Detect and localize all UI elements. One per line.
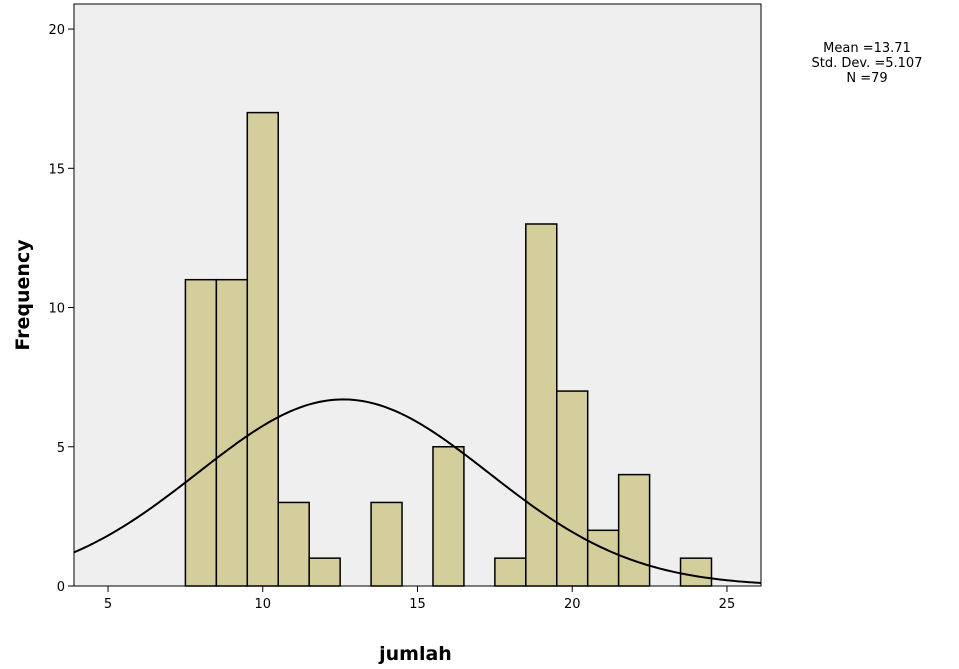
x-tick-label: 20 bbox=[564, 597, 581, 612]
histogram-bar bbox=[556, 390, 589, 587]
stat-n: N =79 bbox=[846, 71, 887, 86]
plot-area bbox=[74, 4, 761, 586]
statistics-box: Mean =13.71 Std. Dev. =5.107 N =79 bbox=[812, 41, 923, 86]
y-tick-label: 10 bbox=[48, 302, 65, 317]
stat-std-dev: Std. Dev. =5.107 bbox=[812, 56, 923, 71]
histogram-bar bbox=[679, 557, 713, 587]
x-tick-label: 25 bbox=[719, 597, 736, 612]
histogram-bar bbox=[617, 473, 651, 587]
histogram-bar bbox=[246, 111, 279, 587]
x-axis-title: jumlah bbox=[378, 643, 452, 665]
histogram-bar bbox=[370, 501, 403, 587]
histogram-bar bbox=[586, 529, 620, 587]
y-axis-title: Frequency bbox=[12, 239, 34, 351]
y-tick-label: 0 bbox=[57, 580, 65, 595]
stat-mean: Mean =13.71 bbox=[823, 41, 911, 56]
y-tick-label: 15 bbox=[48, 162, 65, 177]
histogram-bar bbox=[308, 557, 341, 587]
histogram-bar bbox=[277, 501, 310, 587]
histogram-bar bbox=[494, 557, 527, 587]
x-tick-label: 10 bbox=[254, 597, 271, 612]
y-tick-label: 5 bbox=[57, 441, 65, 456]
x-tick-label: 15 bbox=[409, 597, 426, 612]
axes-layer: 0 5 10 15 20 5 10 15 20 25 bbox=[48, 23, 735, 612]
histogram-bar bbox=[215, 278, 249, 587]
y-tick-label: 20 bbox=[48, 23, 65, 38]
x-tick-label: 5 bbox=[104, 597, 112, 612]
normal-curve bbox=[73, 398, 762, 584]
histogram-bar bbox=[525, 223, 558, 587]
histogram-bar bbox=[184, 278, 218, 587]
histogram-bar bbox=[432, 446, 465, 587]
